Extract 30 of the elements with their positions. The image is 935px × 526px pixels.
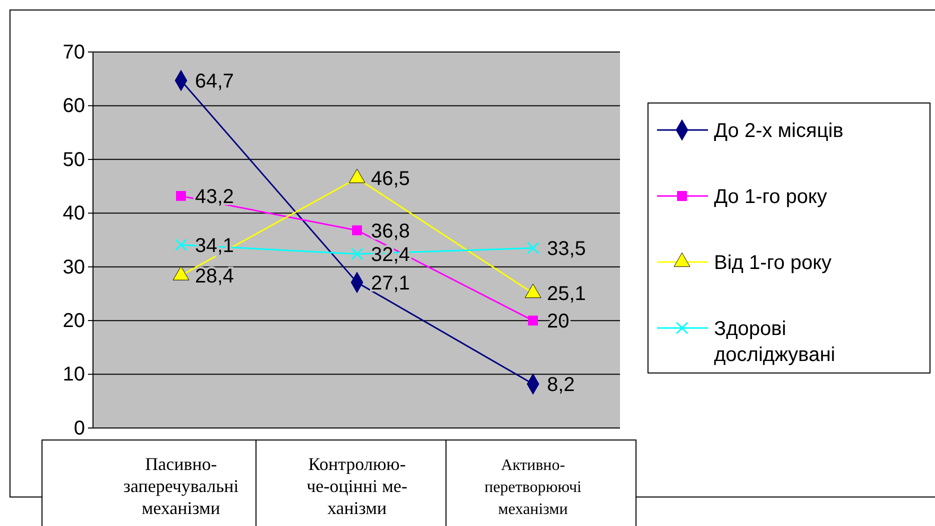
point — [350, 248, 364, 260]
y-tick-label: 30 — [62, 256, 85, 278]
data-label: 27,1 — [371, 272, 410, 294]
point — [352, 225, 362, 236]
y-tick-label: 10 — [62, 364, 85, 386]
legend-label: Від 1-го року — [714, 252, 832, 274]
data-label: 43,2 — [195, 186, 234, 208]
point — [176, 190, 186, 201]
legend-label: До 1-го року — [714, 186, 827, 208]
data-label: 36,8 — [371, 220, 410, 242]
y-tick-label: 70 — [62, 41, 85, 64]
x-tick-label: Активно- перетворюючі механізми — [484, 457, 582, 518]
point — [528, 316, 538, 326]
data-label: 28,4 — [195, 265, 234, 288]
data-label: 8,2 — [547, 374, 575, 396]
y-tick-label: 0 — [74, 417, 85, 440]
x-tick-label: Пасивно- заперечувальні механізми — [123, 454, 239, 518]
data-label: 33,5 — [547, 238, 586, 260]
y-tick-label: 60 — [62, 95, 85, 118]
data-label: 64,7 — [195, 70, 234, 92]
data-label: 46,5 — [371, 168, 410, 190]
point — [174, 238, 188, 252]
y-tick-label: 40 — [62, 202, 85, 225]
x-tick-label: Контролюю- че-оцінні ме- ханізми — [306, 454, 408, 518]
y-tick-label: 50 — [62, 148, 85, 171]
point — [526, 242, 540, 254]
legend-label: До 2-х місяців — [714, 120, 844, 142]
legend-label: Здорові досліджувані — [714, 318, 836, 366]
data-label: 25,1 — [547, 283, 586, 306]
y-tick-label: 20 — [62, 310, 85, 332]
